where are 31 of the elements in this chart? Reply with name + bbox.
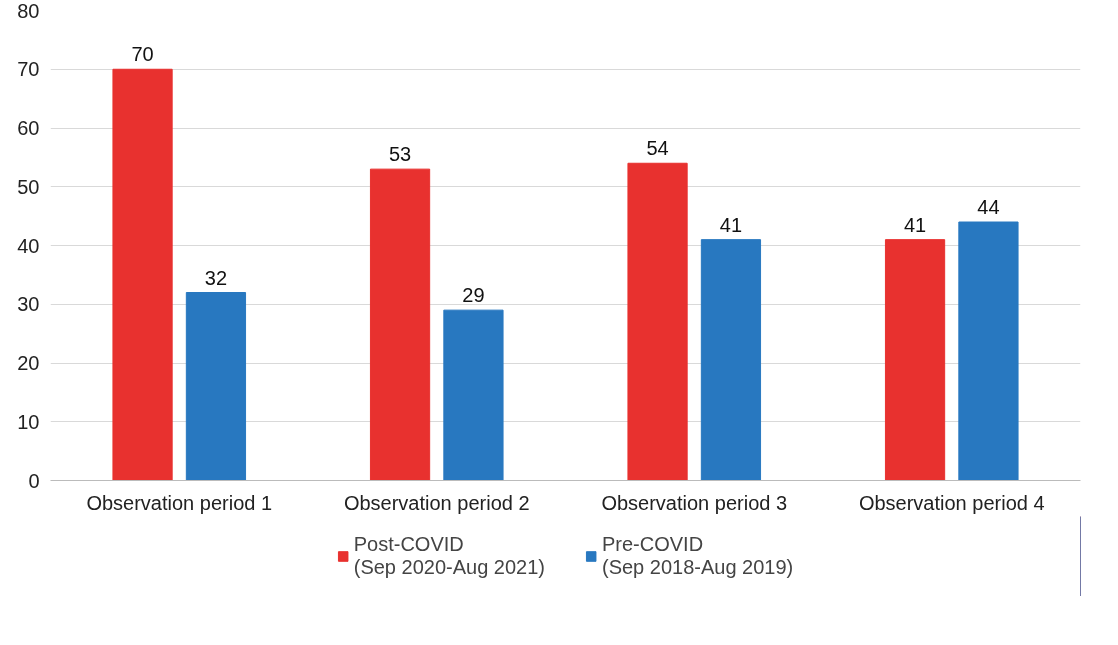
x-tick-label: Observation period 1 [86,491,273,514]
data-label: 44 [977,196,1000,218]
y-tick-label: 30 [17,293,40,316]
y-tick-label: 10 [17,410,40,433]
data-label: 54 [646,137,669,160]
y-tick-label: 60 [17,117,40,139]
bar [443,309,504,481]
legend-label: Pre-COVID (Sep 2018-Aug 2019) [602,533,794,579]
data-label: 70 [131,43,154,66]
bar [884,239,946,481]
y-tick-label: 70 [17,58,40,81]
y-tick-label: 80 [17,0,40,22]
bar [185,292,247,481]
data-label: 41 [903,213,927,236]
data-label: 53 [388,143,412,166]
bar [700,239,762,481]
bar [112,68,173,481]
y-tick-label: 20 [17,352,40,374]
bar [369,168,431,481]
x-tick-label: Observation period 3 [601,491,788,514]
legend-label: Post-COVID (Sep 2020-Aug 2021) [353,533,545,579]
y-tick-label: 50 [17,175,40,198]
x-tick-label: Observation period 4 [858,491,1045,514]
y-tick-label: 40 [17,234,40,257]
data-label: 29 [462,284,485,307]
x-tick-label: Observation period 2 [343,491,530,514]
bar [627,162,688,481]
bar [958,221,1019,481]
data-label: 32 [204,266,228,289]
y-tick-label: 0 [28,469,40,492]
data-label: 41 [719,213,743,236]
